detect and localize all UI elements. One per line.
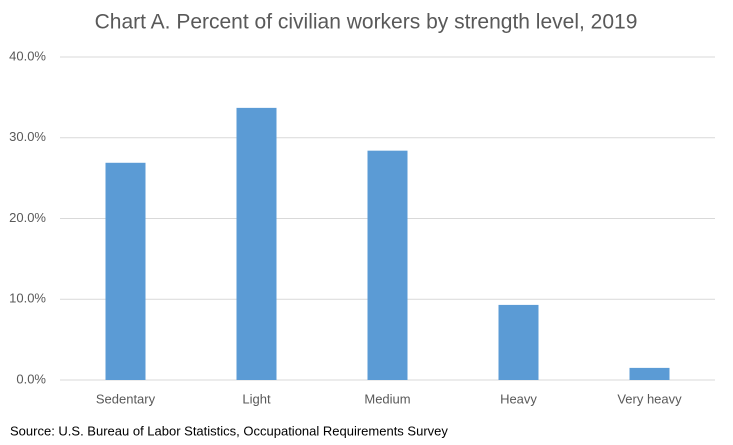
x-tick-label: Heavy <box>500 391 537 406</box>
bar <box>236 107 277 380</box>
y-tick-label: 30.0% <box>9 129 46 144</box>
chart-title: Chart A. Percent of civilian workers by … <box>95 11 638 34</box>
source-note: Source: U.S. Bureau of Labor Statistics,… <box>10 423 448 438</box>
x-tick-label: Medium <box>364 391 410 406</box>
y-tick-label: 20.0% <box>9 210 46 225</box>
bar <box>629 367 670 380</box>
bar <box>105 162 146 380</box>
bar <box>367 150 408 380</box>
bar <box>498 304 539 380</box>
x-tick-label: Light <box>242 391 271 406</box>
y-tick-label: 0.0% <box>16 371 46 386</box>
y-tick-label: 10.0% <box>9 291 46 306</box>
x-tick-label: Very heavy <box>617 391 682 406</box>
y-tick-label: 40.0% <box>9 48 46 63</box>
x-tick-label: Sedentary <box>96 391 156 406</box>
